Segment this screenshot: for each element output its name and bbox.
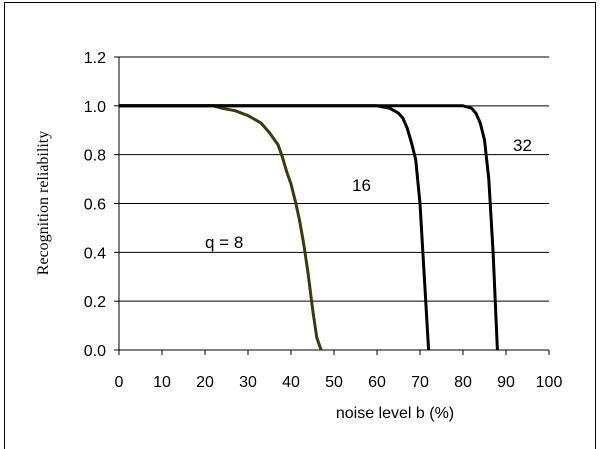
y-tick-label: 0.4 xyxy=(84,245,106,262)
y-tick-label: 0.0 xyxy=(84,343,106,360)
series-label-16: 16 xyxy=(352,176,371,195)
x-tick-label: 30 xyxy=(239,374,257,391)
x-tick-label: 10 xyxy=(153,374,171,391)
x-axis-label: noise level b (%) xyxy=(336,405,454,422)
x-tick-label: 20 xyxy=(196,374,214,391)
series-line-1 xyxy=(119,104,431,351)
y-axis-label: Recognition reliability xyxy=(35,131,52,275)
x-tick-label: 60 xyxy=(368,374,386,391)
gridlines xyxy=(119,56,549,302)
x-tick-label: 80 xyxy=(454,374,472,391)
y-tick-label: 0.6 xyxy=(84,197,106,214)
series-lines xyxy=(119,104,499,351)
y-tick-label: 1.2 xyxy=(84,50,106,67)
x-tick-labels: 0 10 20 30 40 50 60 70 80 90 100 xyxy=(115,374,563,391)
y-tick-labels: 0.0 0.2 0.4 0.6 0.8 1.0 1.2 xyxy=(84,50,106,360)
series-line-0 xyxy=(119,104,323,351)
x-tick-label: 90 xyxy=(497,374,515,391)
x-tick-label: 40 xyxy=(282,374,300,391)
y-tick-label: 1.0 xyxy=(84,99,106,116)
axes xyxy=(114,56,550,355)
x-tick-label: 50 xyxy=(325,374,343,391)
series-label-32: 32 xyxy=(513,136,532,155)
x-tick-label: 0 xyxy=(115,374,124,391)
x-tick-label: 100 xyxy=(536,374,563,391)
x-tick-label: 70 xyxy=(411,374,429,391)
y-tick-label: 0.2 xyxy=(84,294,106,311)
y-tick-label: 0.8 xyxy=(84,148,106,165)
series-label-q8: q = 8 xyxy=(205,233,243,252)
series-line-2 xyxy=(119,104,499,351)
